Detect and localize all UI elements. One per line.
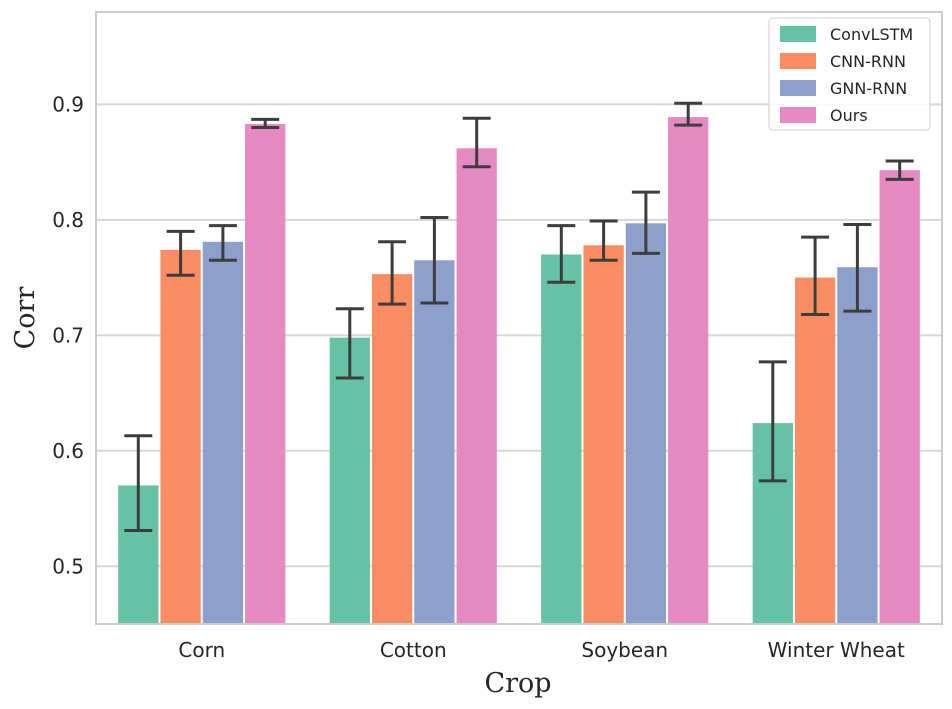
legend-label-gnn-rnn: GNN-RNN [830, 79, 907, 98]
plot-frame [95, 11, 943, 625]
bar-cotton-convlstm [329, 337, 370, 624]
y-tick-label-0.7: 0.7 [52, 323, 84, 347]
bar-winter-wheat-gnn-rnn [837, 267, 878, 624]
bar-corn-ours [245, 124, 286, 625]
bar-winter-wheat-ours [879, 170, 920, 624]
bar-cotton-ours [456, 148, 497, 625]
legend-swatch-gnn-rnn [780, 80, 816, 96]
bar-soybean-gnn-rnn [625, 223, 667, 624]
legend-label-cnn-rnn: CNN-RNN [830, 52, 906, 71]
bar-cotton-cnn-rnn [371, 274, 413, 624]
bar-soybean-cnn-rnn [583, 245, 624, 625]
bar-cotton-gnn-rnn [414, 260, 455, 624]
y-tick-label-0.5: 0.5 [52, 554, 84, 578]
x-tick-labels: Corn Cotton Soybean Winter Wheat [178, 638, 905, 662]
error-bars [124, 101, 914, 532]
x-axis-title: Crop [484, 668, 551, 699]
bar-winter-wheat-cnn-rnn [794, 277, 836, 624]
y-tick-labels: 0.5 0.6 0.7 0.8 0.9 [52, 92, 84, 578]
bar-soybean-ours [668, 117, 709, 624]
x-tick-label-corn: Corn [178, 638, 225, 662]
bar-soybean-convlstm [541, 254, 582, 624]
x-tick-label-soybean: Soybean [581, 638, 668, 662]
x-tick-label-winter-wheat: Winter Wheat [768, 638, 905, 662]
legend-swatch-cnn-rnn [780, 53, 816, 69]
y-tick-label-0.6: 0.6 [52, 439, 84, 463]
legend-label-ours: Ours [830, 106, 868, 125]
bar-corn-cnn-rnn [160, 249, 201, 624]
y-tick-label-0.8: 0.8 [52, 208, 84, 232]
y-tick-label-0.9: 0.9 [52, 92, 84, 116]
legend: ConvLSTM CNN-RNN GNN-RNN Ours [768, 17, 931, 131]
legend-frame [768, 17, 931, 131]
legend-label-convlstm: ConvLSTM [830, 25, 913, 44]
bars [118, 117, 920, 625]
y-axis-title: Corr [10, 287, 41, 350]
legend-swatch-ours [780, 107, 816, 123]
bar-corn-gnn-rnn [202, 241, 244, 624]
legend-swatch-convlstm [780, 26, 816, 42]
x-tick-label-cotton: Cotton [380, 638, 447, 662]
